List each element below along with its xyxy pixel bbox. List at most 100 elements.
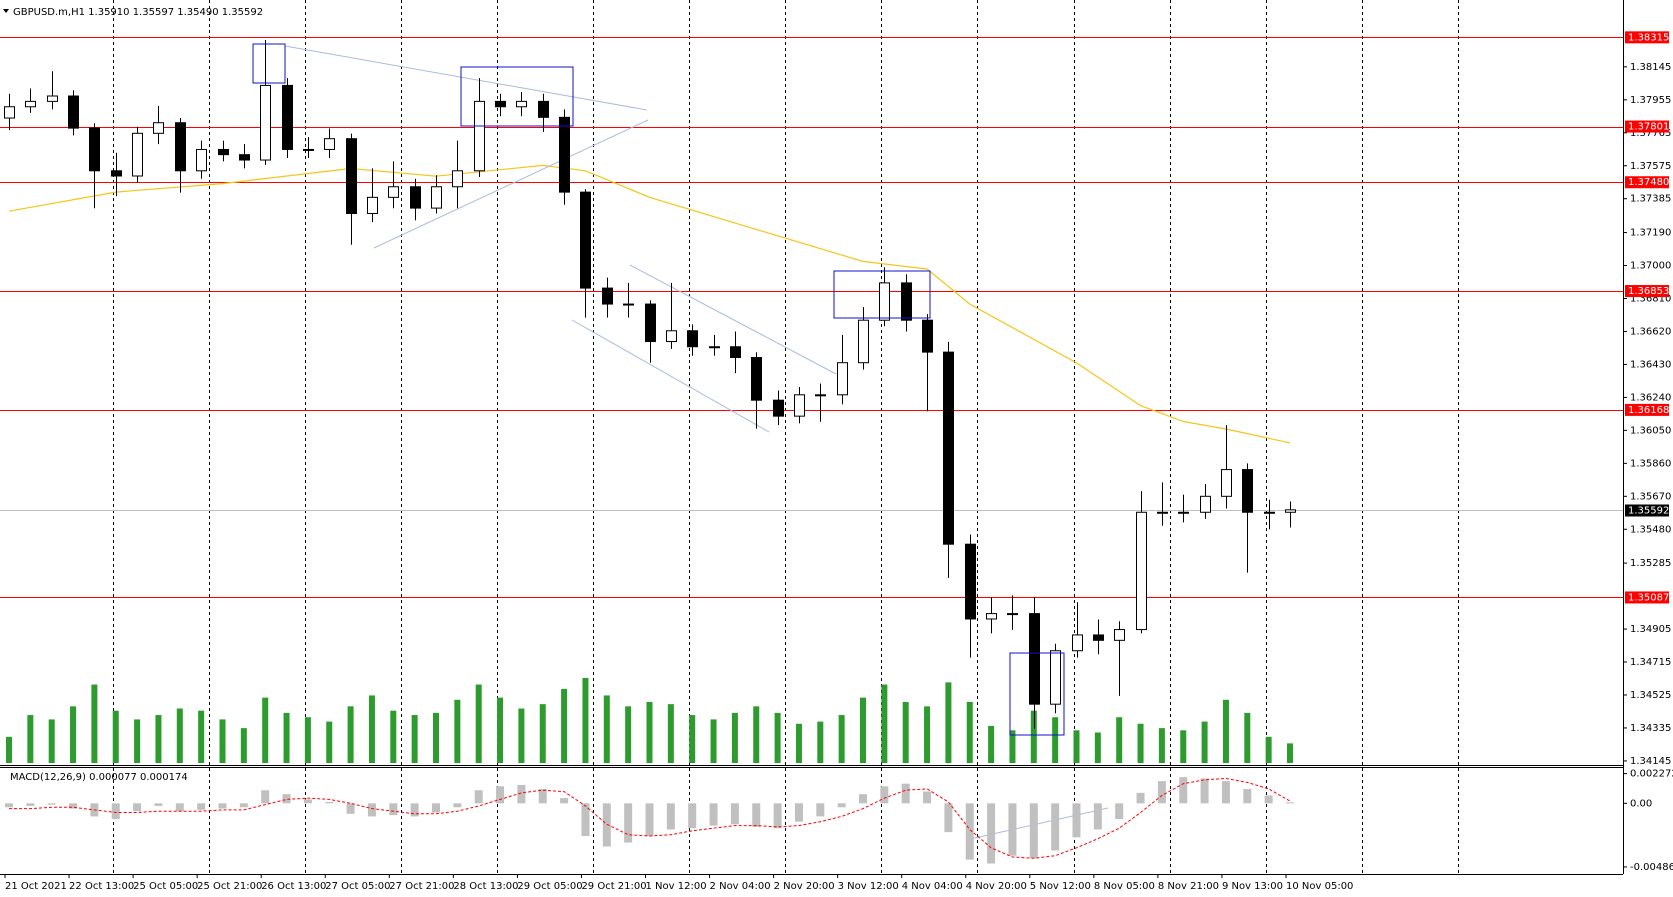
macd-bar <box>5 803 13 808</box>
volume-bar <box>881 684 888 763</box>
macd-bar <box>346 803 355 814</box>
candle-body <box>773 399 784 417</box>
box <box>460 66 574 127</box>
macd-bar <box>1200 778 1209 804</box>
candle-body <box>538 100 549 118</box>
candle-body <box>25 100 36 108</box>
macd-bar <box>837 803 846 808</box>
macd-bar <box>325 802 334 804</box>
level-label-box <box>1625 31 1669 44</box>
x-tick-label: 26 Oct 13:00 <box>261 881 326 892</box>
y-tick-label: 1.34145 <box>1630 756 1671 767</box>
level-label-box <box>1625 120 1669 133</box>
macd-bar <box>367 803 376 817</box>
candle-body <box>645 303 656 343</box>
candle-body <box>1178 511 1189 514</box>
moving-average <box>8 164 1291 444</box>
candle-body <box>1242 469 1253 513</box>
macd-bar <box>26 803 35 806</box>
y-tick-label: 1.36430 <box>1630 359 1671 370</box>
level-label: 1.36168 <box>1628 405 1669 416</box>
macd-bar <box>496 786 505 804</box>
x-tick-label: 8 Nov 21:00 <box>1158 881 1219 892</box>
macd-bar <box>816 803 825 817</box>
volume-bar <box>176 708 183 763</box>
menu-arrow[interactable] <box>3 9 9 13</box>
y-tick-label: 1.36240 <box>1630 392 1671 403</box>
macd-bar <box>1029 803 1038 859</box>
macd-bar <box>944 803 953 833</box>
y-tick-label: -0.004861 <box>1630 862 1673 873</box>
volume-bar <box>1052 717 1059 763</box>
macd-bar <box>1051 803 1060 851</box>
candle-body <box>431 186 442 209</box>
macd-bar <box>645 803 654 837</box>
volume-bar <box>646 701 653 763</box>
y-tick-label: 0.002272 <box>1630 769 1673 780</box>
macd-bar <box>773 803 782 829</box>
y-tick-label: 1.34905 <box>1630 624 1671 635</box>
volume-bar <box>304 717 311 763</box>
volume-bar <box>433 712 439 763</box>
candle-body <box>1007 613 1018 616</box>
macd-bar <box>794 803 803 822</box>
level-label: 1.37801 <box>1628 122 1669 133</box>
macd-bar <box>1179 777 1188 804</box>
macd-bar <box>730 803 739 825</box>
volume-bar <box>667 704 674 763</box>
volume-bar <box>91 684 98 763</box>
macd-bar <box>517 785 526 804</box>
volume-bar <box>1287 743 1293 763</box>
macd-bar <box>474 790 483 804</box>
candle-body <box>1157 511 1168 514</box>
macd-bar <box>666 803 675 830</box>
candle-body <box>303 148 314 151</box>
level-label: 1.36853 <box>1628 286 1669 297</box>
macd-bar <box>133 803 142 812</box>
macd-bar <box>239 803 248 808</box>
macd-bar <box>218 803 227 809</box>
x-tick-label: 25 Oct 21:00 <box>197 881 262 892</box>
volume-bar <box>454 699 461 763</box>
candle-body <box>282 84 293 150</box>
y-tick-label: 1.36620 <box>1630 326 1671 337</box>
x-tick-label: 4 Nov 04:00 <box>902 881 963 892</box>
candle-body <box>815 394 826 397</box>
candle-body <box>324 138 335 150</box>
volume-bar <box>817 721 824 763</box>
y-tick-label: 1.38145 <box>1630 62 1671 73</box>
volume-bar <box>70 706 77 763</box>
volume-bar <box>902 701 909 763</box>
level-label: 1.35087 <box>1628 592 1669 603</box>
level-label-box <box>1625 285 1669 298</box>
x-tick-label: 5 Nov 12:00 <box>1030 881 1091 892</box>
x-tick-label: 22 Oct 13:00 <box>69 881 134 892</box>
candle-body <box>111 170 122 177</box>
x-tick-label: 28 Oct 13:00 <box>453 881 518 892</box>
candle-body <box>1072 634 1083 652</box>
x-tick-label: 1 Nov 12:00 <box>646 881 707 892</box>
candle-body <box>196 148 207 172</box>
volume-bar <box>860 697 866 763</box>
candle-body <box>794 394 805 417</box>
macd-bar <box>453 803 462 808</box>
y-tick-label: 1.37000 <box>1630 261 1671 272</box>
macd-bar <box>880 786 889 804</box>
candle-body <box>1136 511 1147 631</box>
y-tick-label: 1.35285 <box>1630 558 1671 569</box>
volume-bar <box>1073 730 1080 763</box>
volume-bar <box>326 721 333 763</box>
macd-bar <box>688 803 697 829</box>
volume-bar <box>689 715 696 763</box>
chart-header: GBPUSD.m,H1 1.35910 1.35597 1.35490 1.35… <box>13 7 263 18</box>
y-tick-label: 1.37575 <box>1630 161 1671 172</box>
candle-body <box>687 330 698 348</box>
volume-bar <box>1094 732 1101 763</box>
level-label-box <box>1625 176 1669 189</box>
volume-bar <box>561 688 568 763</box>
volume-bar <box>283 712 290 763</box>
volume-bar <box>838 715 845 763</box>
candle-body <box>559 116 570 193</box>
macd-bar <box>1008 803 1017 856</box>
frame <box>0 0 1624 875</box>
